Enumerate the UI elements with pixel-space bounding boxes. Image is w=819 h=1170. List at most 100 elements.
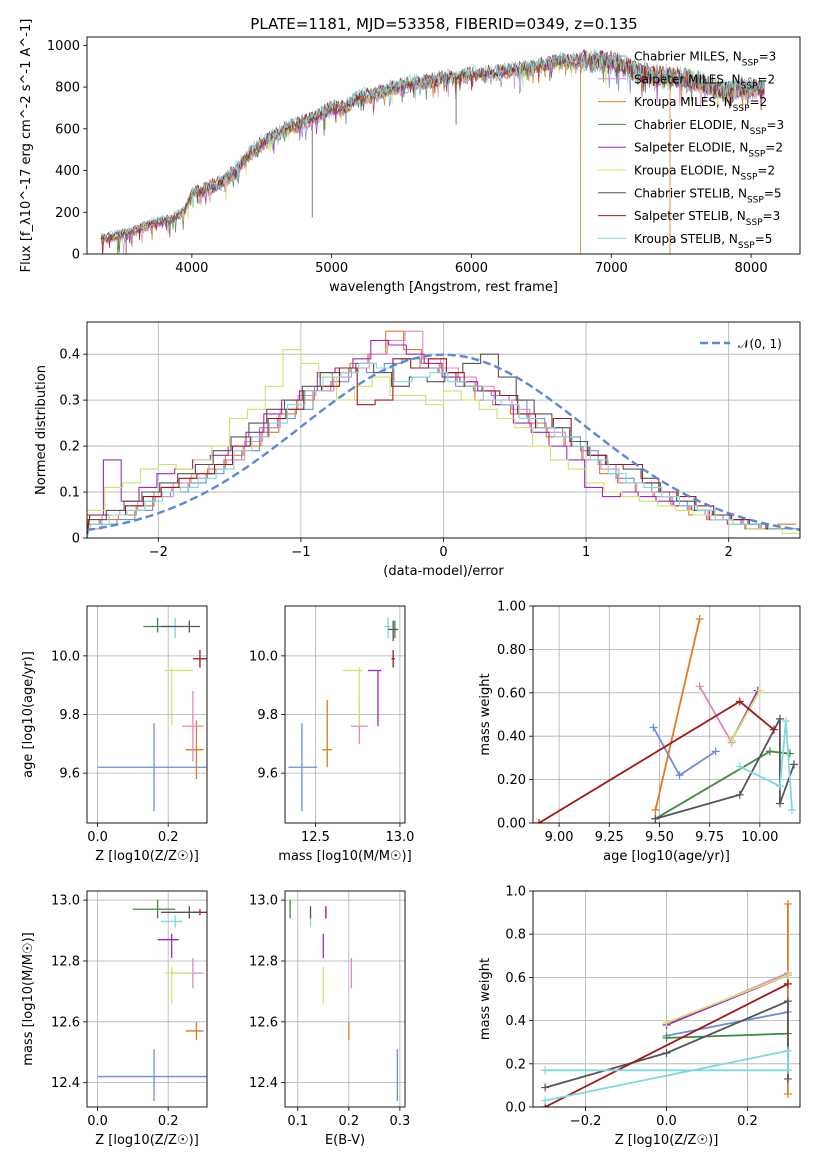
mass-vs-ebv-frame	[284, 890, 406, 1108]
weight-marker-gray	[541, 1083, 550, 1092]
x-tick-label: 6000	[455, 261, 488, 276]
y-tick-label: 0	[72, 248, 80, 263]
residuals-axes: −2 −1 0 1 2 0 0.1 0.2 0.3 0.4 (data-model)/error No…	[34, 322, 800, 579]
mass-vs-ebv-points	[289, 900, 398, 1101]
y-tick-label: 9.6	[59, 767, 80, 782]
weight-vs-z-axes: −0.2 0.0 0.2 0.0 0.2 0.4 0.6 0.8 1.0 Z [log10(Z/Z…	[478, 885, 800, 1148]
weight-marker-orange	[783, 1090, 792, 1099]
point-gray	[161, 906, 200, 919]
histogram-purple	[87, 339, 799, 538]
y-tick-label: 13.0	[51, 894, 80, 909]
y-axis-label: age [log10(age/yr)]	[21, 651, 36, 778]
weight-marker-pink	[695, 682, 704, 691]
weight-marker-gray	[651, 814, 660, 823]
x-tick-label: 13.0	[385, 830, 414, 845]
weight-marker-orange	[783, 899, 792, 908]
weight-marker-cyan	[735, 762, 744, 771]
x-tick-label: 1	[582, 545, 590, 560]
weight-vs-z-lines	[541, 899, 792, 1107]
y-tick-label: 0.1	[59, 486, 80, 501]
y-tick-label: 0.00	[497, 817, 526, 832]
x-axis-label: (data-model)/error	[383, 564, 504, 579]
y-axis-label: mass weight	[478, 958, 493, 1040]
point-gray	[161, 620, 200, 633]
weight-marker-gray	[775, 714, 784, 723]
x-tick-label: 9.25	[595, 830, 624, 845]
weight-marker-red	[735, 697, 744, 706]
y-tick-label: 0.4	[59, 348, 80, 363]
weight-marker-gray	[783, 997, 792, 1006]
spectrum-axes: 4000 5000 6000 7000 8000 0 200 400 600 800 1000 wav…	[19, 19, 768, 295]
age-vs-z-frame	[86, 605, 208, 824]
weight-line-cyan	[544, 1049, 789, 1102]
weight-marker-cyan	[541, 1096, 550, 1105]
weight-marker-cyan	[775, 782, 784, 791]
residual-histograms	[87, 330, 800, 538]
point-yellowgreen	[342, 667, 363, 727]
y-tick-label: 0.2	[505, 1057, 526, 1072]
histogram-orange	[87, 330, 796, 538]
weight-line-yellowgreen	[730, 690, 761, 741]
histogram-cyan	[87, 362, 800, 538]
x-tick-label: −2	[149, 545, 168, 560]
point-yellowgreen	[164, 967, 193, 1004]
legend-label: Salpeter ELODIE, NSSP=2	[634, 141, 783, 160]
y-tick-label: 0.20	[497, 773, 526, 788]
weight-marker-cyan	[783, 1046, 792, 1055]
x-tick-label: 9.50	[645, 830, 674, 845]
histogram-yellowgreen	[87, 349, 800, 538]
weight-marker-orange	[695, 615, 704, 624]
x-axis-label: wavelength [Angstrom, rest frame]	[329, 280, 558, 295]
histogram-blue	[87, 358, 795, 538]
weight-marker-yellowgreen	[727, 736, 736, 745]
point-orange	[322, 699, 333, 768]
weight-marker-gray	[662, 1049, 671, 1057]
x-tick-label: 0.0	[87, 1114, 108, 1129]
weight-marker-green	[765, 747, 774, 756]
x-tick-label: 0.1	[287, 1114, 308, 1129]
y-tick-label: 10.0	[249, 649, 278, 664]
weight-vs-age-lines	[535, 615, 798, 823]
weight-line-red	[544, 983, 789, 1107]
y-axis-label: mass [log10(M/M☉)]	[21, 932, 36, 1065]
weight-line-green	[666, 1032, 788, 1039]
legend-label-gaussian: 𝒩(0, 1)	[738, 337, 782, 351]
weight-marker-cyan	[541, 1066, 550, 1075]
legend-label: Kroupa STELIB, NSSP=5	[634, 232, 772, 251]
point-orange	[185, 1021, 204, 1041]
spectrum-frame	[86, 36, 801, 255]
x-tick-label: 8000	[735, 261, 768, 276]
weight-vs-z-frame	[532, 890, 801, 1108]
point-blue	[288, 723, 318, 812]
y-tick-label: 0.60	[497, 686, 526, 701]
point-yellowgreen	[164, 667, 193, 727]
y-tick-label: 12.8	[249, 954, 278, 969]
x-tick-label: 0.0	[656, 1114, 677, 1129]
spectrum-lines	[100, 48, 765, 254]
y-tick-label: 0.40	[497, 730, 526, 745]
point-red	[391, 649, 395, 668]
mass-vs-z-axes: 0.0 0.2 12.4 12.6 12.8 13.0 Z [log10(Z/Z☉)] mas…	[21, 891, 207, 1148]
y-axis-label: Flux [f_λ10^-17 erg cm^-2 s^-1 A^-1]	[19, 19, 34, 273]
y-tick-label: 0.6	[505, 971, 526, 986]
y-tick-label: 0.2	[59, 440, 80, 455]
y-tick-label: 1.0	[505, 885, 526, 900]
weight-vs-age-axes: 9.00 9.25 9.50 9.75 10.00 0.00 0.20 0.40 0.60 0.8…	[478, 600, 800, 864]
point-purple	[367, 669, 382, 727]
weight-marker-yellowgreen	[755, 686, 764, 695]
y-tick-label: 12.4	[51, 1076, 80, 1091]
spectrum-line-gray	[100, 49, 765, 240]
gaussian-curve	[87, 353, 800, 532]
y-tick-label: 800	[55, 81, 80, 96]
y-tick-label: 9.8	[257, 708, 278, 723]
weight-line-green	[655, 750, 791, 820]
weight-line-blue	[666, 1011, 789, 1037]
weight-marker-red	[783, 979, 792, 988]
x-tick-label: 0.2	[338, 1114, 359, 1129]
mass-vs-ebv-axes: 0.1 0.2 0.3 12.4 12.6 12.8 13.0 E(B-V)	[249, 891, 410, 1148]
point-green	[132, 900, 176, 919]
weight-marker-gray	[735, 790, 744, 799]
weight-marker-gray	[775, 799, 784, 808]
x-axis-label: age [log10(age/yr)]	[603, 849, 730, 864]
